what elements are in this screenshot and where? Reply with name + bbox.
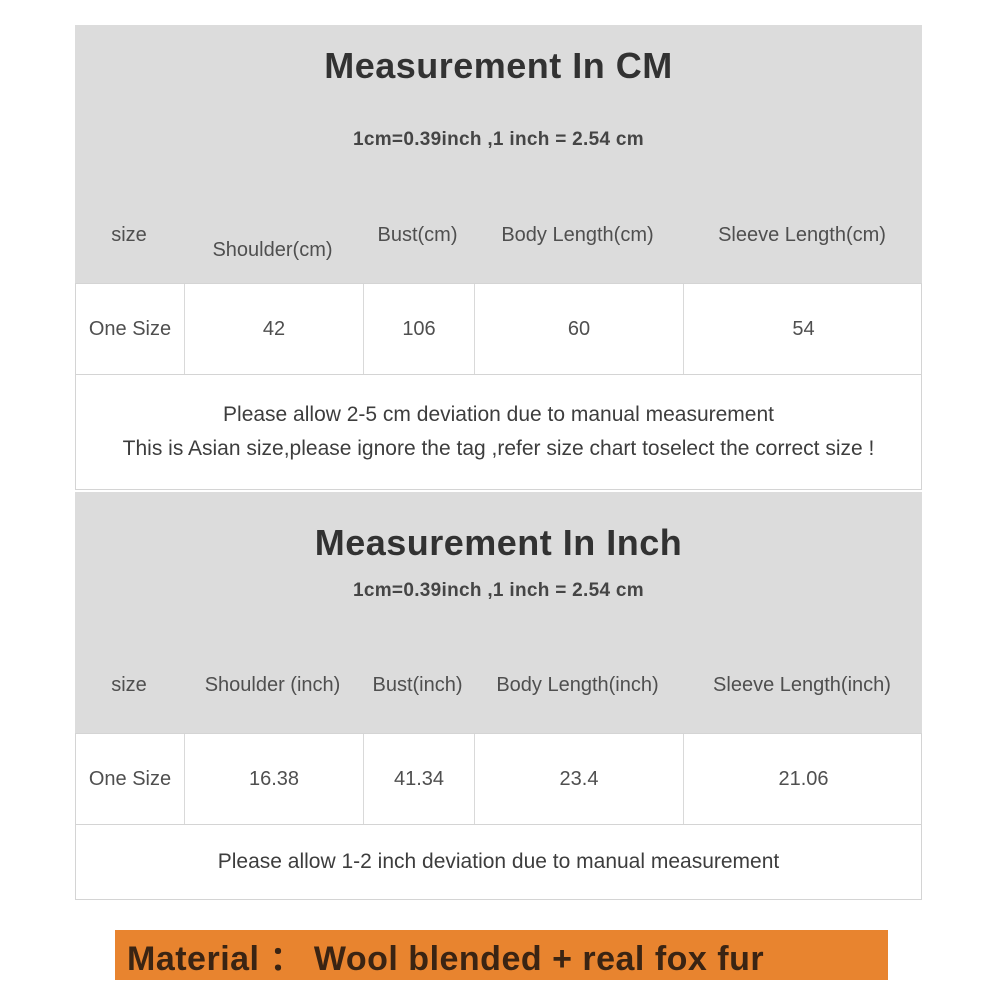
material-label: Material ： Wool blended + real fox fur [127, 939, 765, 978]
cm-cell-shoulder: 42 [184, 284, 363, 374]
measurement-cm-section: Measurement In CM 1cm=0.39inch ,1 inch =… [75, 25, 922, 283]
inch-table-header-row: size Shoulder (inch) Bust(inch) Body Len… [75, 637, 922, 733]
inch-table-data-row: One Size 16.38 41.34 23.4 21.06 [75, 733, 922, 825]
size-chart-sheet: Measurement In CM 1cm=0.39inch ,1 inch =… [75, 25, 922, 980]
cm-header-shoulder: Shoulder(cm) [212, 238, 333, 261]
inch-cell-bust: 41.34 [363, 734, 474, 824]
cm-header-size: size [111, 223, 147, 246]
inch-section-title: Measurement In Inch [314, 522, 683, 563]
cm-cell-size: One Size [88, 317, 172, 340]
inch-notes-box: Please allow 1-2 inch deviation due to m… [75, 825, 922, 900]
inch-header-sleeve-length: Sleeve Length(inch) [713, 673, 891, 696]
cm-cell-body-length: 60 [474, 284, 683, 374]
cm-table-header-row: size Shoulder(cm) Bust(cm) Body Length(c… [75, 187, 922, 283]
inch-note-deviation: Please allow 1-2 inch deviation due to m… [217, 850, 780, 873]
inch-cell-shoulder: 16.38 [184, 734, 363, 824]
inch-header-bust: Bust(inch) [372, 673, 463, 696]
cm-header-sleeve-length: Sleeve Length(cm) [718, 223, 886, 246]
inch-cell-body-length: 23.4 [474, 734, 683, 824]
inch-cell-size: One Size [88, 767, 172, 790]
inch-header-body-length: Body Length(inch) [496, 673, 659, 696]
cm-note-asian-size: This is Asian size,please ignore the tag… [122, 437, 875, 460]
cm-section-title: Measurement In CM [324, 45, 673, 86]
cm-note-deviation: Please allow 2-5 cm deviation due to man… [223, 403, 774, 426]
inch-cell-sleeve-length: 21.06 [683, 734, 923, 824]
cm-notes-box: Please allow 2-5 cm deviation due to man… [75, 375, 922, 490]
material-banner: Material ： Wool blended + real fox fur [115, 930, 888, 980]
measurement-inch-section: Measurement In Inch 1cm=0.39inch ,1 inch… [75, 492, 922, 733]
cm-header-body-length: Body Length(cm) [501, 223, 654, 246]
inch-header-shoulder: Shoulder (inch) [204, 673, 341, 696]
cm-cell-bust: 106 [363, 284, 474, 374]
cm-cell-sleeve-length: 54 [683, 284, 923, 374]
cm-section-subtitle: 1cm=0.39inch ,1 inch = 2.54 cm [353, 129, 644, 150]
inch-section-subtitle: 1cm=0.39inch ,1 inch = 2.54 cm [353, 580, 644, 601]
cm-header-bust: Bust(cm) [377, 223, 458, 246]
cm-table-data-row: One Size 42 106 60 54 [75, 283, 922, 375]
inch-header-size: size [111, 673, 147, 696]
